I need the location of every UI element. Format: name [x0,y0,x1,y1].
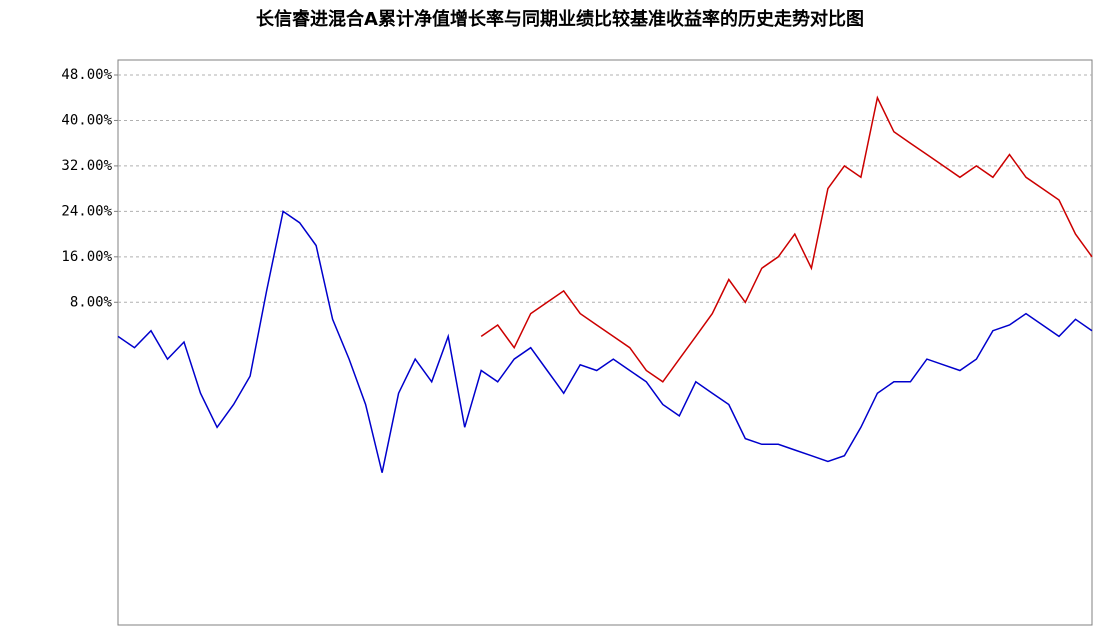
y-tick-label: 16.00% [61,249,112,265]
y-tick-label: 40.00% [61,112,112,128]
plot-frame [117,59,1093,626]
series-line [480,95,1093,383]
series-line [117,210,1093,473]
y-tick-label: 48.00% [61,67,112,83]
chart-title: 长信睿进混合A累计净值增长率与同期业绩比较基准收益率的历史走势对比图 [256,8,864,30]
y-tick-label: 24.00% [61,203,112,219]
y-tick-label: 32.00% [61,158,112,174]
y-tick-label: 8.00% [70,294,113,310]
